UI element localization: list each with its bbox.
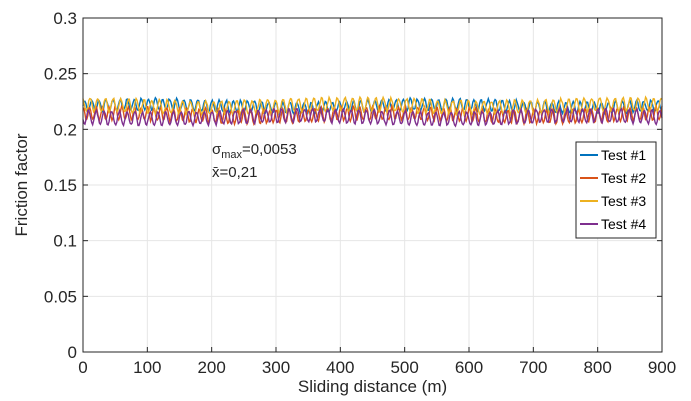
stats-annotation: σmax=0,0053 x̄=0,21	[212, 141, 297, 181]
legend-label: Test #1	[601, 147, 646, 163]
legend-label: Test #4	[601, 216, 646, 232]
y-tick-label: 0.2	[53, 120, 77, 139]
x-tick-label: 600	[455, 358, 483, 377]
x-tick-label: 900	[648, 358, 676, 377]
x-tick-label: 0	[78, 358, 87, 377]
mean-annotation: x̄=0,21	[212, 164, 257, 181]
y-tick-label: 0.05	[44, 287, 77, 306]
y-axis-label: Friction factor	[12, 133, 31, 236]
sigma-value: =0,0053	[242, 141, 297, 158]
x-tick-label: 500	[390, 358, 418, 377]
tick-marks	[82, 17, 663, 353]
x-tick-label: 100	[133, 358, 161, 377]
x-tick-label: 300	[262, 358, 290, 377]
x-tick-label: 400	[326, 358, 354, 377]
y-tick-label: 0.25	[44, 65, 77, 84]
sigma-max-annotation: σmax=0,0053	[212, 141, 297, 161]
y-tick-labels: 0 0.05 0.1 0.15 0.2 0.25 0.3	[44, 9, 77, 362]
x-tick-labels: 0 100 200 300 400 500 600 700 800 900	[78, 358, 676, 377]
legend-label: Test #2	[601, 170, 646, 186]
x-tick-label: 800	[583, 358, 611, 377]
sigma-subscript: max	[221, 149, 242, 161]
x-tick-label: 700	[519, 358, 547, 377]
grid-lines	[82, 17, 663, 353]
legend-box	[575, 141, 657, 239]
legend-label: Test #3	[601, 193, 646, 209]
x-tick-label: 200	[197, 358, 225, 377]
sigma-symbol: σ	[212, 141, 222, 158]
series-layer	[82, 95, 663, 128]
y-tick-label: 0	[68, 343, 77, 362]
series-line	[82, 105, 663, 128]
legend: Test #1 Test #2 Test #3 Test #4	[575, 141, 657, 239]
x-axis-label: Sliding distance (m)	[298, 377, 447, 396]
y-tick-label: 0.3	[53, 9, 77, 28]
series-line	[82, 95, 663, 118]
y-tick-label: 0.15	[44, 176, 77, 195]
y-tick-label: 0.1	[53, 232, 77, 251]
